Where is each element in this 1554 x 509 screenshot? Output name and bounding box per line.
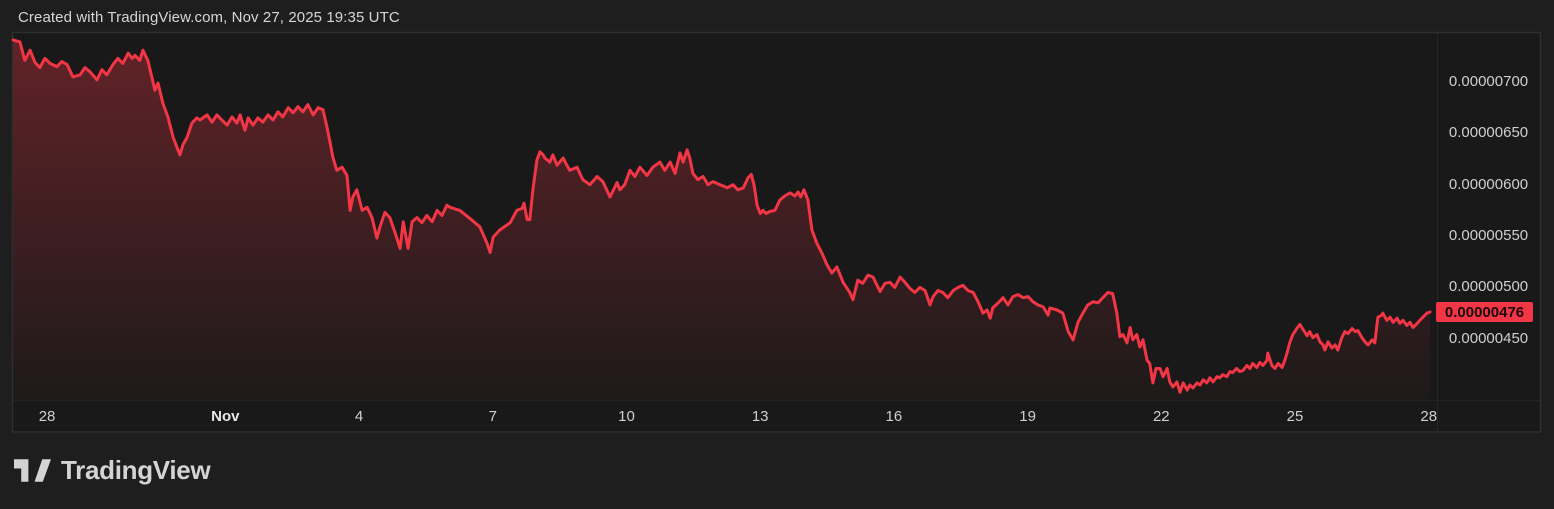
time-tick-label: 22 bbox=[1152, 408, 1170, 425]
time-tick-label: 28 bbox=[1420, 408, 1438, 425]
time-axis[interactable]: 28 Nov 4 7 10 13 16 19 22 25 28 bbox=[13, 401, 1437, 432]
area-fill bbox=[13, 39, 1431, 401]
chart-pane[interactable] bbox=[13, 33, 1437, 401]
last-price-label: 0.00000476 bbox=[1444, 303, 1525, 321]
time-tick-label: Nov bbox=[211, 408, 240, 425]
time-tick-label: 13 bbox=[751, 408, 769, 425]
time-tick-label: 7 bbox=[488, 408, 497, 425]
tradingview-logo-icon bbox=[14, 459, 51, 482]
time-tick-label: 16 bbox=[885, 408, 903, 425]
tradingview-logo-link[interactable]: TradingView bbox=[14, 455, 211, 486]
snapshot-title: Created with TradingView.com, Nov 27, 20… bbox=[18, 9, 400, 26]
time-tick-label: 19 bbox=[1019, 408, 1036, 425]
price-tick-label: 0.00000700 bbox=[1448, 73, 1529, 90]
time-tick-label: 4 bbox=[354, 408, 364, 425]
time-tick-label: 25 bbox=[1286, 408, 1304, 425]
last-price-badge: 0.00000476 bbox=[1436, 302, 1533, 323]
price-line bbox=[11, 38, 1432, 394]
price-tick-label: 0.00000600 bbox=[1448, 175, 1529, 193]
price-tick-label: 0.00000550 bbox=[1448, 227, 1529, 245]
tradingview-wordmark: TradingView bbox=[61, 455, 211, 485]
time-tick-label: 28 bbox=[38, 408, 56, 425]
price-tick-label: 0.00000650 bbox=[1448, 124, 1529, 142]
price-axis[interactable]: 0.00000700 0.00000650 0.00000600 0.00000550… bbox=[1437, 33, 1540, 432]
time-tick-label: 10 bbox=[618, 408, 635, 425]
price-tick-label: 0.00000500 bbox=[1448, 278, 1529, 296]
price-tick-label: 0.00000450 bbox=[1448, 329, 1529, 347]
